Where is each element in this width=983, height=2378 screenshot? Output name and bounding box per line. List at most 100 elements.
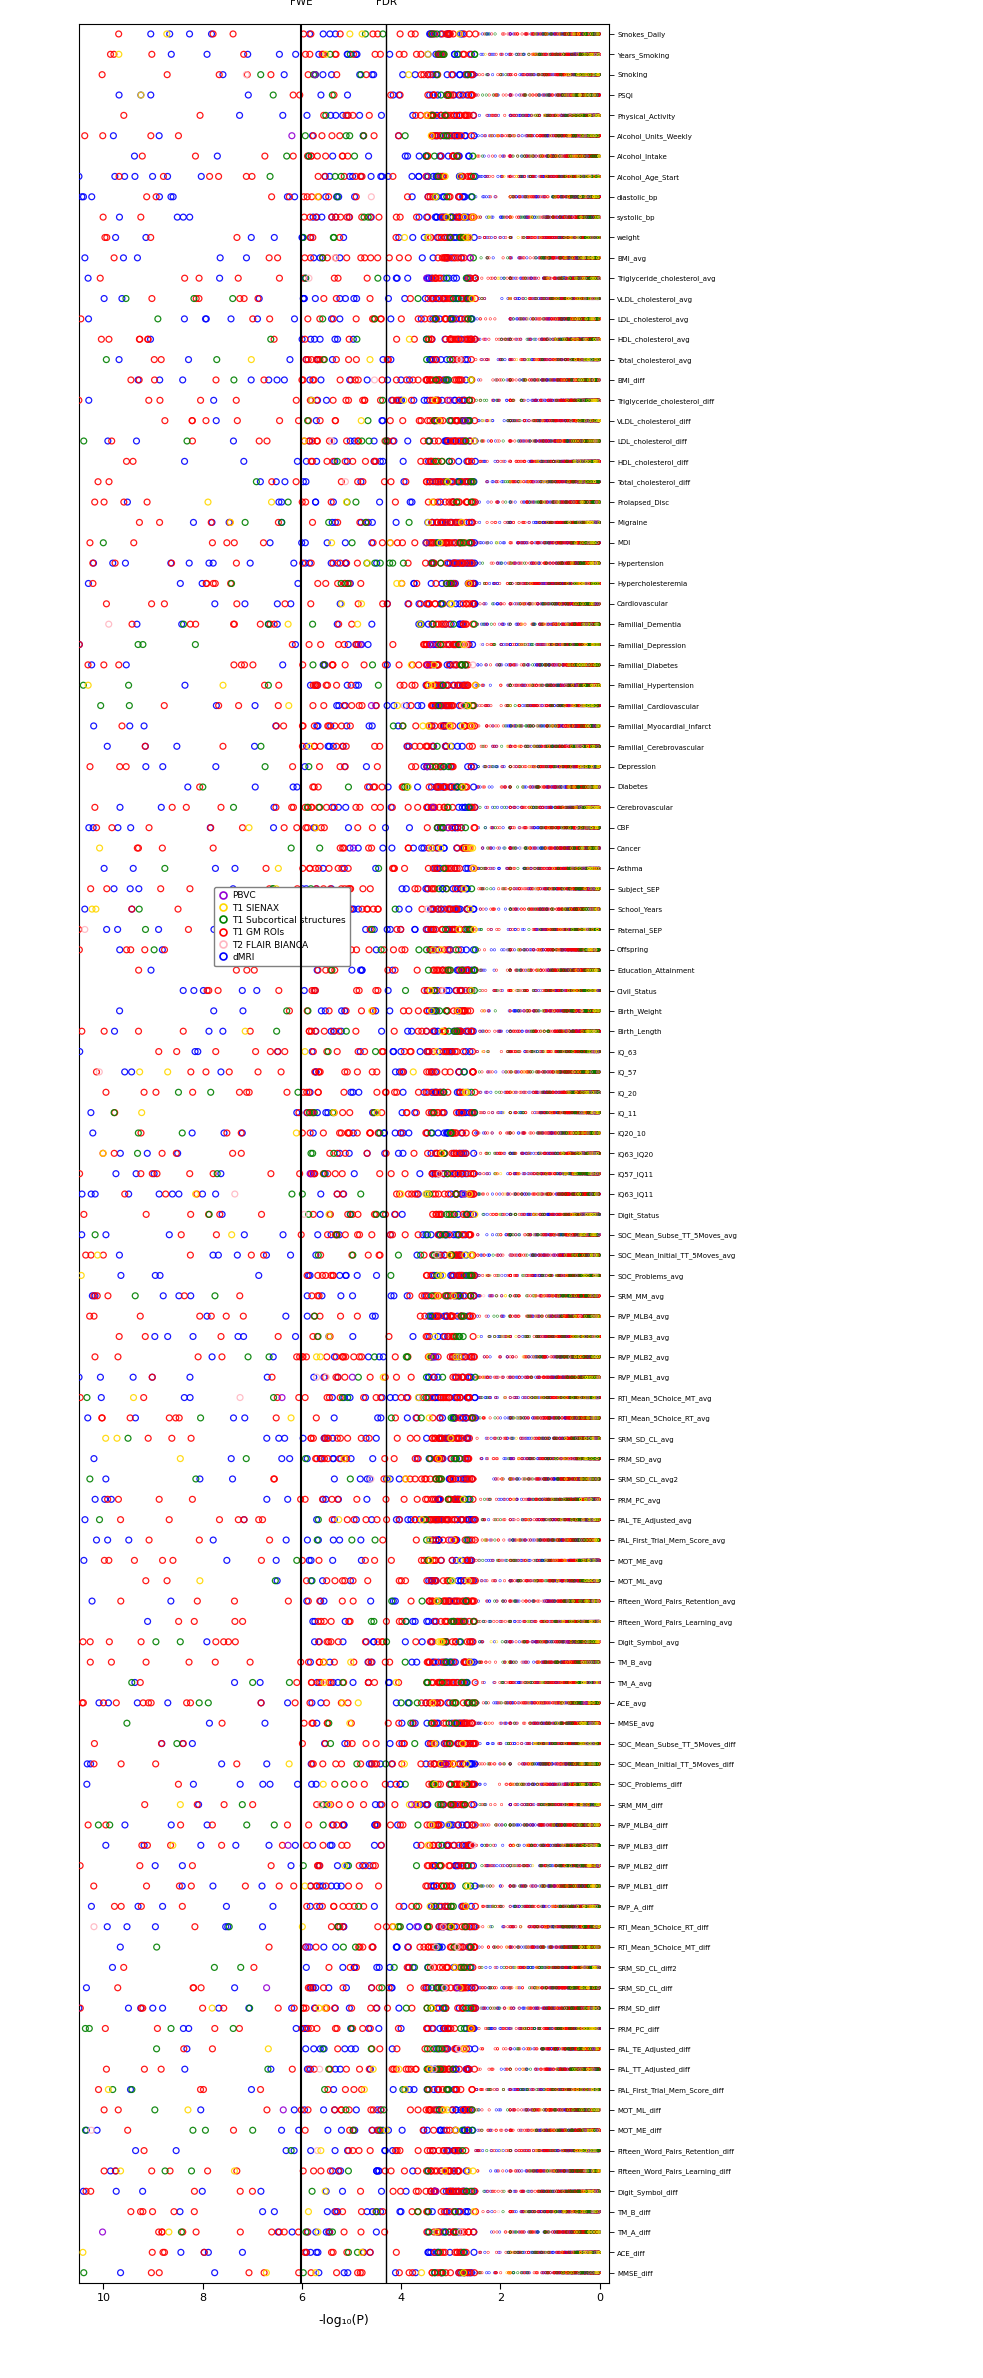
Point [575, 402, 591, 440]
Point [576, 421, 592, 459]
Point [542, 973, 557, 1011]
Point [590, 1501, 606, 1539]
Point [584, 951, 600, 989]
Point [571, 2090, 587, 2128]
Point [514, 523, 530, 561]
Point [589, 1948, 605, 1986]
Point [591, 138, 607, 176]
Point [580, 1929, 596, 1967]
Point [576, 1420, 592, 1458]
Point [525, 2090, 541, 2128]
Point [581, 1358, 597, 1396]
Point [581, 1379, 597, 1417]
Point [581, 197, 597, 235]
Point [590, 402, 606, 440]
Point [583, 14, 599, 52]
Point [549, 564, 565, 602]
Point [567, 1460, 583, 1498]
Point [524, 55, 540, 93]
Point [586, 1113, 602, 1151]
Point [571, 1439, 587, 1477]
Point [581, 849, 597, 887]
Point [591, 197, 607, 235]
Point [591, 2214, 607, 2252]
Point [563, 1379, 579, 1417]
Point [582, 1379, 598, 1417]
Point [565, 1339, 581, 1377]
Point [570, 178, 586, 216]
Point [579, 14, 595, 52]
Point [460, 1826, 476, 1864]
Point [419, 1603, 434, 1641]
Point [591, 2050, 607, 2088]
Point [566, 300, 582, 338]
Point [534, 1805, 549, 1843]
Point [588, 1764, 604, 1803]
Point [554, 992, 570, 1030]
Point [580, 1501, 596, 1539]
Point [564, 197, 580, 235]
Point [539, 1541, 554, 1579]
Point [569, 1848, 585, 1886]
Point [585, 973, 601, 1011]
Point [556, 259, 572, 297]
Point [578, 464, 594, 502]
Point [582, 604, 598, 642]
Point [562, 55, 578, 93]
Point [442, 647, 458, 685]
Point [582, 238, 598, 276]
Point [582, 321, 598, 359]
Point [591, 1724, 607, 1762]
Point [574, 1724, 590, 1762]
Point [580, 197, 596, 235]
Point [582, 1724, 598, 1762]
Point [578, 992, 594, 1030]
Point [586, 1215, 602, 1253]
Point [581, 1013, 597, 1051]
Point [502, 2131, 518, 2169]
Point [580, 849, 596, 887]
Point [502, 1032, 518, 1070]
Point [588, 1562, 604, 1600]
Point [588, 1603, 604, 1641]
Point [581, 340, 597, 378]
Point [549, 1113, 565, 1151]
Point [548, 55, 563, 93]
Point [588, 300, 604, 338]
Point [431, 483, 446, 521]
Point [570, 1339, 586, 1377]
Point [481, 1929, 496, 1967]
Point [591, 1643, 607, 1681]
Point [573, 1705, 589, 1743]
Point [555, 2171, 571, 2209]
Point [565, 1948, 581, 1986]
Point [583, 2233, 599, 2271]
Point [464, 1643, 480, 1681]
Point [580, 55, 596, 93]
Point [519, 1643, 535, 1681]
Point [575, 1603, 591, 1641]
Point [569, 2131, 585, 2169]
Point [569, 2193, 585, 2231]
Point [583, 1113, 599, 1151]
Point [448, 1339, 464, 1377]
Point [573, 197, 589, 235]
Point [588, 1256, 604, 1294]
Point [583, 2071, 599, 2109]
Point [583, 117, 599, 155]
Point [588, 1684, 604, 1722]
Point [591, 402, 607, 440]
Point [563, 2090, 579, 2128]
Point [581, 687, 597, 725]
Point [524, 1358, 540, 1396]
Point [591, 1032, 607, 1070]
Point [349, 930, 365, 968]
Point [572, 2009, 588, 2047]
Point [568, 809, 584, 847]
Point [271, 1867, 287, 1905]
Point [585, 2152, 601, 2190]
Point [589, 728, 605, 766]
Point [520, 1988, 536, 2026]
Point [584, 1460, 600, 1498]
Point [573, 1094, 589, 1132]
